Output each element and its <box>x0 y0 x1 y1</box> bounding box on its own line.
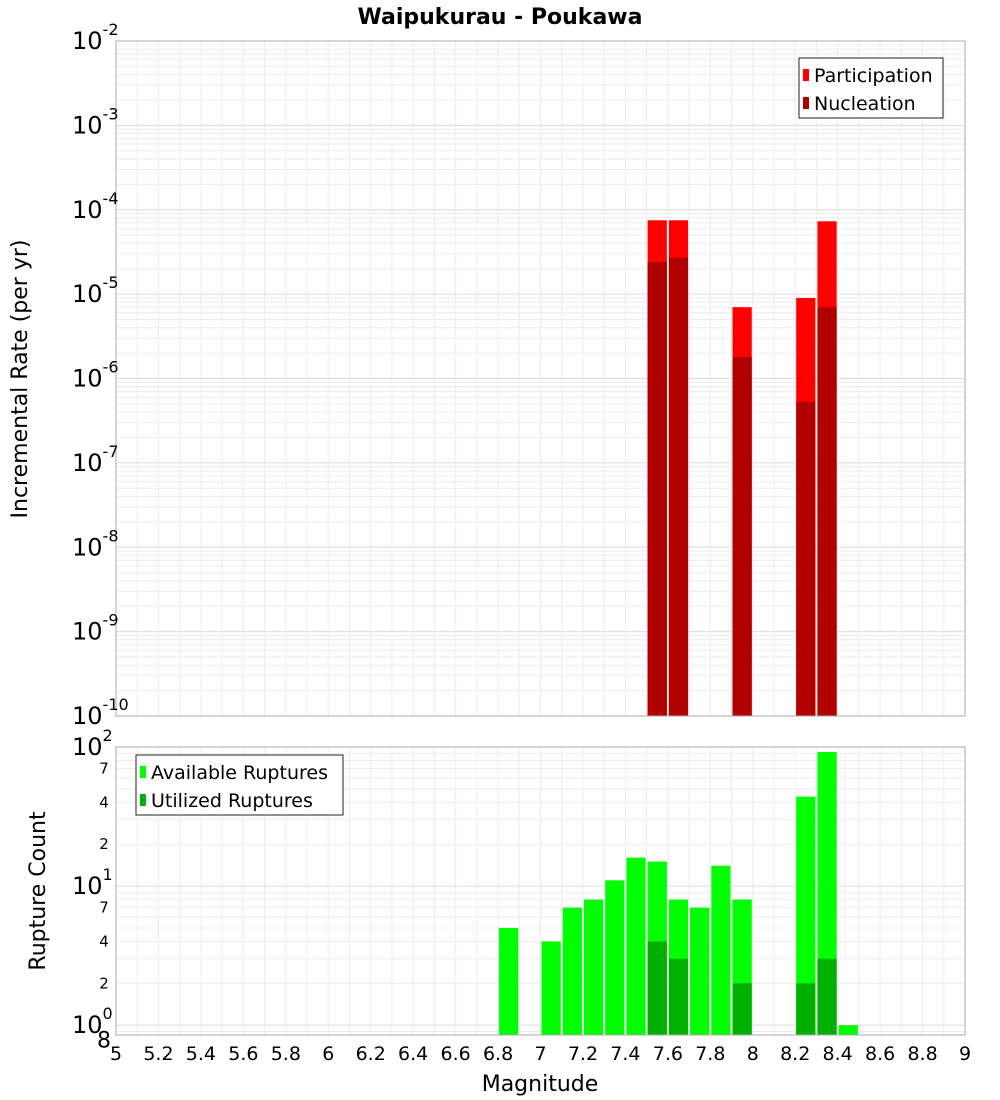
count-ytick-label: 100 <box>72 1004 113 1039</box>
magnitude-xtick-label: 6.6 <box>440 1043 470 1065</box>
nucleation-bar <box>668 257 689 716</box>
magnitude-xtick-label: 8.6 <box>865 1043 895 1065</box>
magnitude-xtick-label: 8.8 <box>907 1043 937 1065</box>
magnitude-xtick-label: 7 <box>534 1043 546 1065</box>
available-ruptures-bar <box>796 796 816 1035</box>
rate-ytick-label: 10-8 <box>72 526 119 561</box>
rate-bars <box>647 220 837 717</box>
count-ytick-label: 101 <box>72 865 113 900</box>
rate-ytick-label: 10-5 <box>72 273 119 308</box>
count-ytick-minor-label: 4 <box>99 932 109 950</box>
magnitude-xtick-label: 5.2 <box>143 1043 173 1065</box>
nucleation-bar <box>732 356 752 716</box>
chart-title: Waipukurau - Poukawa <box>358 5 643 30</box>
magnitude-xtick-label: 5.4 <box>186 1043 216 1065</box>
available-ruptures-bar <box>562 907 582 1035</box>
count-ytick-minor-label: 7 <box>99 760 109 778</box>
rate-legend-label: Nucleation <box>814 93 916 115</box>
magnitude-xtick-label: 7.4 <box>610 1043 640 1065</box>
utilized-ruptures-bar <box>796 983 816 1035</box>
magnitude-xtick-label: 5.8 <box>271 1043 301 1065</box>
count-ytick-minor-label: 4 <box>99 793 109 811</box>
magnitude-xtick-label: 7.6 <box>653 1043 683 1065</box>
rate-ytick-label: 10-9 <box>72 611 119 646</box>
utilized-ruptures-bar <box>668 958 689 1035</box>
rate-legend-label: Participation <box>814 65 933 87</box>
available-ruptures-bar <box>541 941 561 1035</box>
available-ruptures-bar <box>838 1025 858 1035</box>
rate-legend-swatch <box>803 69 809 81</box>
rate-ytick-label: 10-4 <box>72 189 119 224</box>
count-legend-box <box>135 754 344 816</box>
count-ytick-minor-label: 8 <box>97 1029 111 1054</box>
utilized-ruptures-bar <box>732 983 752 1035</box>
utilized-ruptures-bar <box>647 941 667 1035</box>
magnitude-xtick-label: 5.6 <box>228 1043 258 1065</box>
count-bars <box>499 752 858 1035</box>
available-ruptures-bar <box>583 899 604 1035</box>
nucleation-bar <box>817 307 837 716</box>
magnitude-xtick-label: 8 <box>747 1043 759 1065</box>
count-ytick-minor-label: 2 <box>99 835 109 853</box>
count-axis-label: Rupture Count <box>26 811 51 971</box>
magnitude-axis-label: Magnitude <box>482 1072 599 1097</box>
rate-ytick-label: 10-2 <box>72 20 119 55</box>
available-ruptures-bar <box>711 865 731 1035</box>
magnitude-xtick-label: 8.2 <box>780 1043 810 1065</box>
magnitude-xtick-label: 9 <box>959 1043 971 1065</box>
utilized-ruptures-bar <box>817 958 837 1035</box>
nucleation-bar <box>796 401 816 716</box>
count-plot-border <box>115 746 966 1036</box>
count-legend-swatch <box>140 766 146 778</box>
count-legend-label: Available Ruptures <box>151 762 328 784</box>
count-legend-label: Utilized Ruptures <box>151 790 313 812</box>
magnitude-xtick-label: 6.4 <box>398 1043 428 1065</box>
magnitude-xtick-label: 6 <box>322 1043 334 1065</box>
magnitude-xtick-label: 7.8 <box>695 1043 725 1065</box>
rate-ytick-label: 10-3 <box>72 104 119 139</box>
rate-gridlines <box>115 41 966 717</box>
rate-legend-swatch <box>803 97 809 109</box>
magnitude-xtick-label: 6.2 <box>356 1043 386 1065</box>
available-ruptures-bar <box>690 907 710 1035</box>
available-ruptures-bar <box>626 857 646 1035</box>
rate-ytick-label: 10-10 <box>72 695 129 730</box>
nucleation-bar <box>647 262 667 716</box>
rate-ytick-label: 10-7 <box>72 442 119 477</box>
rate-plot: 10-10 10-9 10-8 10-7 10-6 10-5 10-4 10-3 10-2 <box>72 20 966 730</box>
magnitude-xtick-label: 5 <box>110 1043 122 1065</box>
available-ruptures-bar <box>499 927 519 1035</box>
rate-plot-border <box>115 40 966 717</box>
rate-legend: Participation Nucleation <box>798 57 944 119</box>
magnitude-xtick-label: 6.8 <box>483 1043 513 1065</box>
count-ytick-label: 102 <box>72 726 113 761</box>
count-plot: 100 101 102 8 2 4 7 2 4 7 5 5.2 5.4 5.6 5.8 6 6.2 6.4 6.6 6… <box>72 726 971 1065</box>
magnitude-xtick-label: 8.4 <box>823 1043 853 1065</box>
rate-legend-box <box>798 57 944 119</box>
count-legend-swatch <box>140 794 146 806</box>
count-ytick-minor-label: 2 <box>99 974 109 992</box>
count-legend: Available Ruptures Utilized Ruptures <box>135 754 344 816</box>
rate-axis-label: Incremental Rate (per yr) <box>8 240 33 519</box>
available-ruptures-bar <box>605 880 625 1035</box>
count-ytick-minor-label: 7 <box>99 899 109 917</box>
rate-ytick-label: 10-6 <box>72 358 119 393</box>
magnitude-xtick-label: 7.2 <box>568 1043 598 1065</box>
